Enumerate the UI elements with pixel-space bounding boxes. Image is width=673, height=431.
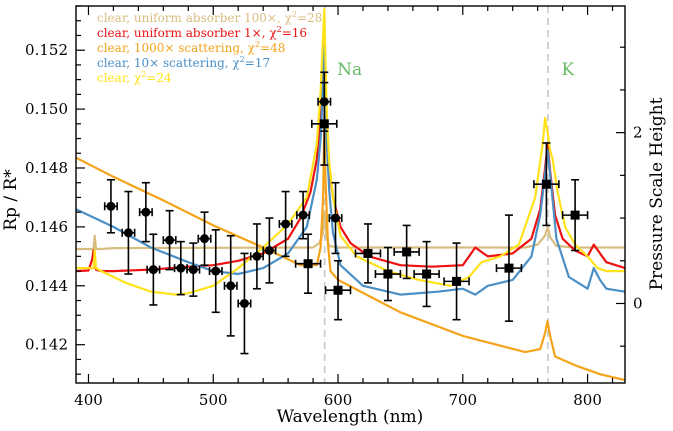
square-point bbox=[311, 81, 338, 166]
square-point bbox=[443, 242, 470, 321]
circle-point bbox=[121, 190, 136, 275]
circle-point bbox=[186, 242, 201, 297]
legend: clear, uniform absorber 100×, χ2=28clear… bbox=[97, 10, 322, 85]
circle-point bbox=[138, 181, 153, 243]
plot-frame bbox=[75, 5, 626, 384]
square-marker bbox=[333, 285, 343, 295]
y2-axis-ticks: 0246 bbox=[616, 46, 643, 347]
y-tick-label: 0.150 bbox=[25, 100, 68, 118]
circle-point bbox=[162, 209, 177, 271]
legend-entry: clear, χ2=24 bbox=[97, 70, 172, 85]
y2-axis-title: Pressure Scale Height bbox=[647, 97, 667, 290]
x-tick-label: 700 bbox=[448, 391, 477, 409]
series-line-4 bbox=[76, 7, 625, 296]
circle-point bbox=[103, 178, 118, 234]
circle-marker bbox=[281, 219, 291, 229]
series-line-0 bbox=[76, 211, 625, 251]
circle-marker bbox=[123, 228, 133, 238]
y2-tick-label: 2 bbox=[633, 124, 643, 142]
circle-marker bbox=[331, 213, 341, 223]
square-marker bbox=[541, 179, 551, 189]
square-point bbox=[324, 259, 352, 321]
square-marker bbox=[303, 259, 313, 269]
y-tick-label: 0.148 bbox=[25, 159, 68, 177]
circle-marker bbox=[239, 298, 249, 308]
circle-point bbox=[237, 252, 252, 355]
x-axis-title: Wavelength (nm) bbox=[277, 407, 424, 427]
circle-marker bbox=[252, 251, 262, 261]
square-marker bbox=[319, 119, 329, 129]
square-marker bbox=[452, 276, 462, 286]
square-marker bbox=[570, 210, 580, 220]
annotation-label: Na bbox=[337, 60, 362, 80]
square-point bbox=[393, 224, 420, 280]
square-marker bbox=[504, 263, 514, 273]
circle-point bbox=[208, 229, 223, 314]
annotations: Na K bbox=[337, 60, 574, 80]
circle-marker bbox=[298, 210, 308, 220]
square-point bbox=[561, 178, 589, 252]
y-tick-label: 0.152 bbox=[25, 41, 68, 59]
circle-point bbox=[146, 233, 161, 306]
square-point bbox=[294, 233, 322, 294]
square-point bbox=[354, 223, 382, 284]
square-marker bbox=[363, 248, 373, 258]
y-tick-label: 0.144 bbox=[25, 277, 68, 295]
legend-entry: clear, 10× scattering, χ2=17 bbox=[97, 55, 270, 70]
square-point bbox=[413, 240, 440, 308]
square-marker bbox=[422, 269, 432, 279]
y-axis-title: Rp / R* bbox=[1, 169, 21, 231]
square-marker bbox=[383, 269, 393, 279]
circle-point bbox=[278, 190, 293, 258]
circle-marker bbox=[211, 266, 221, 276]
x-tick-label: 400 bbox=[74, 391, 103, 409]
x-tick-label: 800 bbox=[573, 391, 602, 409]
circle-marker bbox=[141, 207, 151, 217]
x-tick-label: 600 bbox=[324, 391, 353, 409]
circle-marker bbox=[264, 245, 274, 255]
series-line-3 bbox=[75, 43, 626, 296]
circle-marker bbox=[176, 263, 186, 273]
square-marker bbox=[402, 247, 412, 257]
legend-entry: clear, 1000× scattering, χ2=48 bbox=[97, 40, 285, 55]
y-tick-label: 0.142 bbox=[25, 336, 68, 354]
circle-marker bbox=[148, 265, 158, 275]
circle-point bbox=[173, 240, 188, 296]
circle-point bbox=[197, 211, 212, 266]
circle-point bbox=[328, 181, 343, 255]
legend-entry: clear, uniform absorber 1×, χ2=16 bbox=[97, 25, 307, 40]
x-tick-label: 500 bbox=[199, 391, 228, 409]
x-axis-ticks: 400 500 600 700 800 bbox=[74, 6, 614, 409]
square-point bbox=[533, 142, 560, 227]
circle-point bbox=[296, 190, 311, 240]
circle-marker bbox=[200, 234, 210, 244]
circle-marker bbox=[188, 265, 198, 275]
y-tick-label: 0.146 bbox=[25, 218, 68, 236]
circle-marker bbox=[165, 235, 175, 245]
circle-point bbox=[262, 217, 277, 284]
annotation-label: K bbox=[562, 60, 575, 80]
observation-points bbox=[103, 71, 589, 355]
square-point bbox=[495, 214, 523, 322]
y2-tick-label: 0 bbox=[633, 294, 643, 312]
legend-entry: clear, uniform absorber 100×, χ2=28 bbox=[97, 10, 322, 25]
circle-point bbox=[223, 234, 238, 337]
y-axis-ticks: 0.142 0.144 0.146 0.148 0.150 0.152 bbox=[25, 5, 85, 375]
circle-marker bbox=[226, 281, 236, 291]
circle-marker bbox=[106, 201, 116, 211]
circle-point bbox=[249, 223, 264, 290]
square-point bbox=[374, 246, 402, 302]
